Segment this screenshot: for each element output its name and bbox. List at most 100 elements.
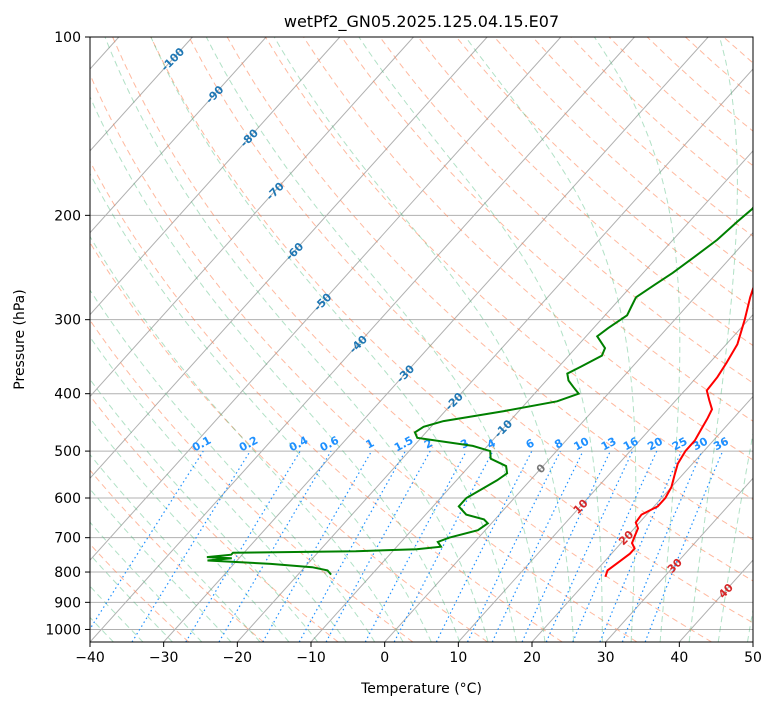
moist-adiabat-line bbox=[90, 336, 347, 642]
mixing-ratio-line bbox=[325, 450, 431, 642]
isotherm-line bbox=[90, 37, 562, 561]
isotherm-line bbox=[90, 37, 414, 398]
dry-adiabat-line bbox=[90, 469, 264, 642]
moist-adiabat-line bbox=[90, 453, 261, 642]
dry-adiabat-line bbox=[608, 37, 753, 167]
y-tick-label: 500 bbox=[54, 444, 81, 460]
mixing-ratio-line bbox=[393, 450, 494, 642]
mixing-ratio-label: 13 bbox=[599, 435, 619, 454]
moist-adiabat-line bbox=[90, 235, 404, 642]
moist-adiabat-line bbox=[747, 607, 753, 642]
mixing-ratio-line bbox=[131, 450, 251, 642]
moist-adiabat-line bbox=[90, 289, 376, 642]
x-tick-label: −40 bbox=[75, 650, 105, 666]
isotherm-line bbox=[605, 477, 753, 642]
moist-adiabat-line bbox=[90, 378, 319, 642]
profiles bbox=[206, 205, 753, 578]
moist-adiabat-line bbox=[150, 37, 517, 642]
x-tick-label: 10 bbox=[449, 650, 467, 666]
mixing-ratio-line bbox=[185, 450, 301, 642]
isotherm-line bbox=[90, 37, 488, 480]
mixing-ratio-label: 6 bbox=[524, 436, 537, 451]
isotherm-line bbox=[384, 231, 753, 642]
moist-adiabat-line bbox=[717, 430, 753, 642]
dry-adiabat-line bbox=[455, 37, 753, 310]
mixing-ratio-line bbox=[364, 450, 467, 642]
mixing-ratio-label: 30 bbox=[690, 434, 710, 453]
isotherm-line bbox=[310, 150, 753, 642]
mixing-ratio-label: 10 bbox=[572, 435, 592, 454]
dry-adiabat-line bbox=[417, 37, 753, 347]
mixing-ratio-line bbox=[599, 450, 682, 642]
x-tick-label: 50 bbox=[744, 650, 762, 666]
y-tick-label: 100 bbox=[54, 30, 81, 46]
axes: −40 −30 −20 −10 0 10 20 30 40 50 100 200 300 400 500 60… bbox=[45, 30, 762, 666]
mixing-ratio-line bbox=[491, 450, 584, 642]
isotherm-line bbox=[457, 313, 753, 642]
x-tick-label: −20 bbox=[223, 650, 253, 666]
isotherm-line bbox=[236, 68, 753, 642]
dry-adiabat-line bbox=[90, 394, 339, 642]
y-tick-label: 1000 bbox=[45, 622, 81, 638]
dry-adiabat-line bbox=[646, 37, 753, 132]
x-tick-label: 0 bbox=[380, 650, 389, 666]
plot-frame bbox=[89, 36, 754, 643]
moist-adiabat-line bbox=[358, 37, 603, 642]
mixing-ratio-label: 20 bbox=[645, 435, 665, 454]
background-lines bbox=[90, 37, 775, 642]
moist-adiabat-line bbox=[90, 95, 461, 642]
chart-title: wetPf2_GN05.2025.125.04.15.E07 bbox=[284, 12, 559, 32]
isotherm-line bbox=[90, 37, 193, 152]
mixing-ratio-line bbox=[466, 450, 561, 642]
isotherm-line bbox=[90, 37, 635, 642]
x-axis-label: Temperature (°C) bbox=[360, 681, 482, 697]
dry-adiabat-label: -100 bbox=[159, 45, 188, 74]
dry-adiabat-line bbox=[379, 37, 753, 384]
mixing-ratio-label: 25 bbox=[670, 435, 690, 454]
mixing-ratio-line bbox=[572, 450, 658, 642]
mixing-ratio-line bbox=[298, 450, 406, 642]
mixing-ratio-line bbox=[644, 450, 724, 642]
y-axis-label: Pressure (hPa) bbox=[12, 289, 28, 389]
isotherm-line bbox=[531, 395, 753, 642]
isotherm-line bbox=[163, 37, 709, 642]
y-tick-label: 700 bbox=[54, 531, 81, 547]
x-tick-label: 20 bbox=[523, 650, 541, 666]
dry-adiabat-line bbox=[341, 37, 753, 422]
y-tick-label: 200 bbox=[54, 208, 81, 224]
dry-adiabat-line bbox=[90, 160, 563, 642]
temperature-line bbox=[604, 285, 753, 578]
y-tick-label: 800 bbox=[54, 565, 81, 581]
moist-adiabat-line bbox=[688, 37, 738, 642]
dewpoint-line bbox=[206, 205, 753, 576]
mixing-ratio-line bbox=[521, 450, 611, 642]
y-tick-label: 400 bbox=[54, 387, 81, 403]
moist-adiabat-line bbox=[90, 172, 432, 642]
mixing-ratio-label: 16 bbox=[621, 435, 641, 454]
mixing-ratio-line bbox=[90, 450, 204, 631]
y-tick-label: 300 bbox=[54, 313, 81, 329]
moist-adiabat-line bbox=[90, 417, 290, 642]
x-tick-label: 40 bbox=[670, 650, 688, 666]
y-tick-label: 600 bbox=[54, 491, 81, 507]
mixing-ratio-label: 1 bbox=[364, 436, 377, 451]
dry-adiabat-line bbox=[90, 241, 488, 642]
moist-adiabat-line bbox=[465, 37, 637, 642]
moist-adiabat-line bbox=[205, 37, 546, 642]
x-tick-label: 30 bbox=[597, 650, 615, 666]
mixing-ratio-line bbox=[545, 450, 634, 642]
dry-adiabat-line bbox=[90, 543, 190, 642]
moist-adiabat-line bbox=[104, 37, 489, 642]
x-tick-label: −30 bbox=[149, 650, 179, 666]
moist-adiabat-line bbox=[593, 37, 681, 642]
dry-adiabat-line bbox=[112, 37, 712, 642]
mixing-ratio-label: 36 bbox=[711, 435, 731, 454]
line-labels: 0.1 0.2 0.4 0.6 1 1.5 2 3 4 6 8 10 13 16 20 25 30 36-100-… bbox=[159, 45, 737, 601]
dry-adiabat-line bbox=[762, 37, 775, 642]
isotherm-line bbox=[752, 641, 753, 642]
moist-adiabat-line bbox=[273, 37, 575, 642]
dry-adiabat-line bbox=[150, 37, 753, 624]
isotherm-line bbox=[90, 37, 267, 234]
x-tick-label: −10 bbox=[296, 650, 326, 666]
